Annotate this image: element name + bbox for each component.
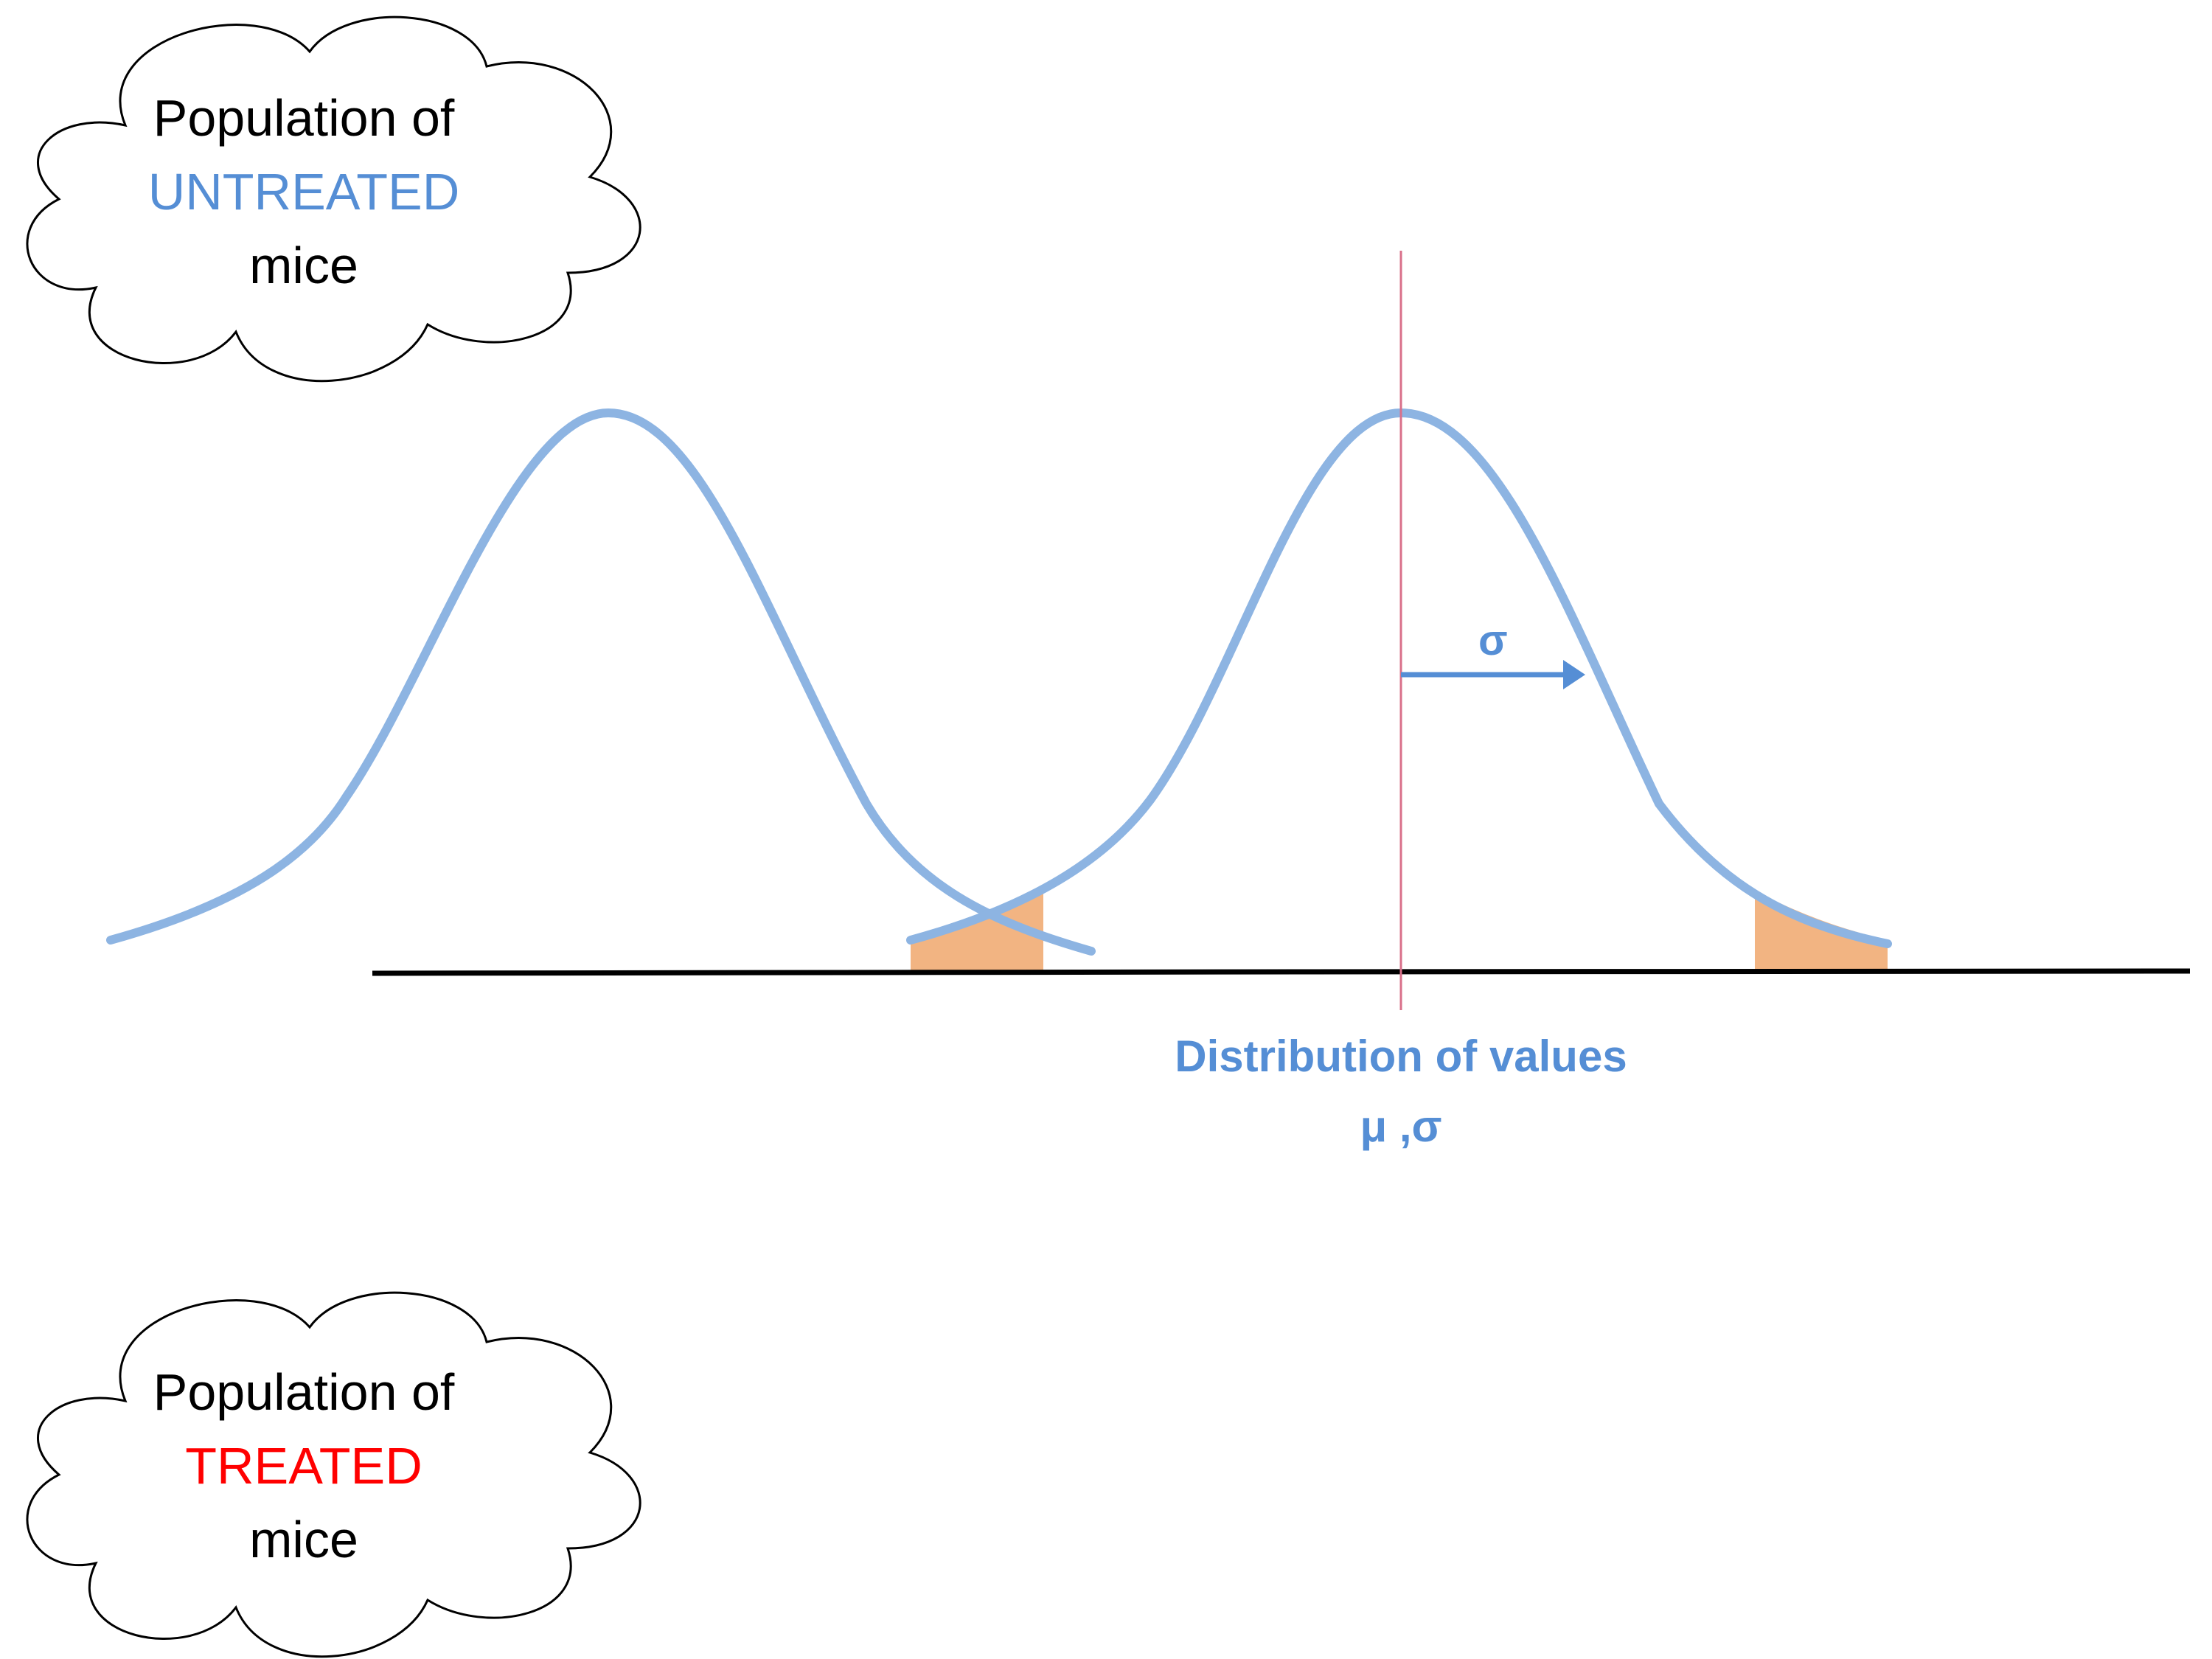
untreated-line1: Population of bbox=[153, 89, 455, 147]
right-bell-curve bbox=[906, 408, 1892, 948]
sigma-arrow-head bbox=[1563, 660, 1585, 689]
distribution-label: Distribution of values μ ,σ bbox=[1069, 1021, 1733, 1161]
untreated-line2: UNTREATED bbox=[147, 163, 460, 220]
distribution-label-line1: Distribution of values bbox=[1175, 1032, 1627, 1081]
untreated-cloud-shape bbox=[26, 15, 641, 383]
left-bell-curve bbox=[106, 408, 1096, 956]
treated-cloud-label: Population of TREATED mice bbox=[46, 1355, 562, 1576]
treated-cloud-shape bbox=[26, 1291, 641, 1658]
untreated-line3: mice bbox=[249, 237, 358, 294]
sigma-label: σ bbox=[1478, 616, 1508, 664]
untreated-cloud bbox=[26, 15, 641, 383]
distribution-label-line2: μ ,σ bbox=[1360, 1102, 1442, 1151]
treated-line1: Population of bbox=[153, 1363, 455, 1421]
sigma-arrow bbox=[1401, 660, 1585, 689]
left-tail-shading bbox=[911, 892, 1043, 972]
treated-cloud bbox=[26, 1291, 641, 1658]
treated-line3: mice bbox=[249, 1511, 358, 1568]
treated-line2: TREATED bbox=[185, 1437, 422, 1495]
untreated-cloud-label: Population of UNTREATED mice bbox=[46, 81, 562, 302]
baseline-axis bbox=[372, 968, 2191, 976]
